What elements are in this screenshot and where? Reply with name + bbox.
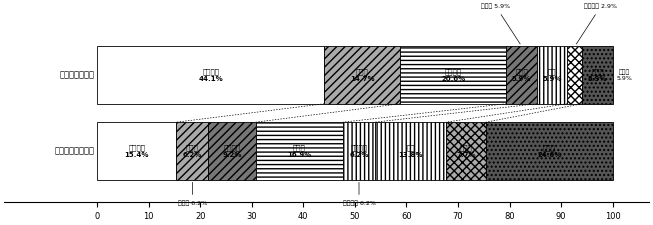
FancyBboxPatch shape <box>400 46 507 104</box>
Text: 無回答
5.9%: 無回答 5.9% <box>617 69 633 81</box>
FancyBboxPatch shape <box>97 46 325 104</box>
Text: 仕事をしていない: 仕事をしていない <box>54 146 95 155</box>
Text: 授産施設 2.9%: 授産施設 2.9% <box>577 4 617 44</box>
Text: 正規職員
20.6%: 正規職員 20.6% <box>441 68 466 82</box>
Text: 授産施設
6.2%: 授産施設 6.2% <box>349 144 369 158</box>
Text: 臨時等
16.9%: 臨時等 16.9% <box>287 144 311 158</box>
Text: 自営業
6.2%: 自営業 6.2% <box>183 144 202 158</box>
FancyBboxPatch shape <box>446 122 486 180</box>
Text: 今のまま
44.1%: 今のまま 44.1% <box>199 68 223 82</box>
Text: その他
7.7%: その他 7.7% <box>456 144 476 158</box>
Text: 自宅
5.9%: 自宅 5.9% <box>543 68 562 82</box>
Text: 自宅
13.8%: 自宅 13.8% <box>398 144 422 158</box>
FancyBboxPatch shape <box>97 122 176 180</box>
Text: 授産施設 6.2%: 授産施設 6.2% <box>343 182 375 206</box>
Text: 無回答
5.9%: 無回答 5.9% <box>588 68 607 82</box>
FancyBboxPatch shape <box>325 46 400 104</box>
FancyBboxPatch shape <box>256 122 343 180</box>
FancyBboxPatch shape <box>582 46 613 104</box>
Text: 臨時等
5.9%: 臨時等 5.9% <box>512 68 532 82</box>
Text: 臨時等 5.9%: 臨時等 5.9% <box>481 4 520 44</box>
Text: 自営業
14.7%: 自営業 14.7% <box>350 68 375 82</box>
FancyBboxPatch shape <box>486 122 613 180</box>
Text: 正規職員
9.2%: 正規職員 9.2% <box>223 144 242 158</box>
FancyBboxPatch shape <box>375 122 446 180</box>
FancyBboxPatch shape <box>507 46 537 104</box>
Text: 仕事をしている: 仕事をしている <box>59 70 95 79</box>
Text: 今のまま
15.4%: 今のまま 15.4% <box>125 144 149 158</box>
FancyBboxPatch shape <box>343 122 375 180</box>
FancyBboxPatch shape <box>176 122 208 180</box>
Text: 自営業 6.2%: 自営業 6.2% <box>178 182 207 206</box>
FancyBboxPatch shape <box>208 122 256 180</box>
Text: 無回答
24.6%: 無回答 24.6% <box>537 144 562 158</box>
FancyBboxPatch shape <box>567 46 582 104</box>
FancyBboxPatch shape <box>537 46 567 104</box>
